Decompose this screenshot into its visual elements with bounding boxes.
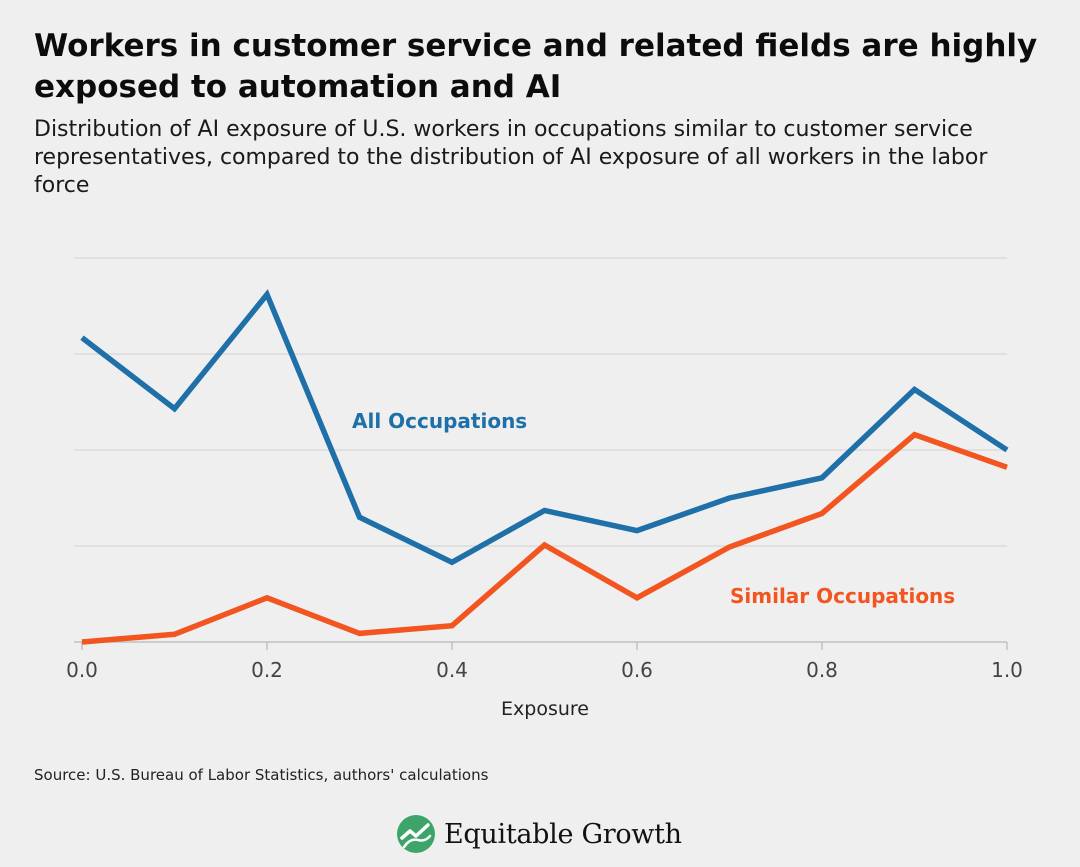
x-tick-label: 0.6 bbox=[621, 658, 653, 682]
x-tick-label: 0.4 bbox=[436, 658, 468, 682]
x-tick-label: 0.0 bbox=[66, 658, 98, 682]
growth-chart-leaf-icon bbox=[396, 814, 436, 854]
source-note: Source: U.S. Bureau of Labor Statistics,… bbox=[34, 766, 488, 784]
brand-name: Equitable Growth bbox=[444, 819, 682, 850]
series-label-all-occupations: All Occupations bbox=[352, 409, 527, 433]
x-tick-label: 0.2 bbox=[251, 658, 283, 682]
gridlines bbox=[74, 258, 1007, 546]
x-tick-label: 1.0 bbox=[991, 658, 1023, 682]
series-label-similar-occupations: Similar Occupations bbox=[730, 584, 955, 608]
brand-logo: Equitable Growth bbox=[396, 812, 682, 856]
series-line-all-occupations bbox=[82, 295, 1007, 563]
x-axis: 0.0 0.2 0.4 0.6 0.8 1.0 Exposure bbox=[66, 642, 1023, 720]
series-line-similar-occupations bbox=[82, 435, 1007, 642]
line-chart: 0.0 0.2 0.4 0.6 0.8 1.0 Exposure All Occupatio… bbox=[0, 0, 1080, 760]
x-tick-label: 0.8 bbox=[806, 658, 838, 682]
x-axis-title: Exposure bbox=[501, 698, 589, 720]
